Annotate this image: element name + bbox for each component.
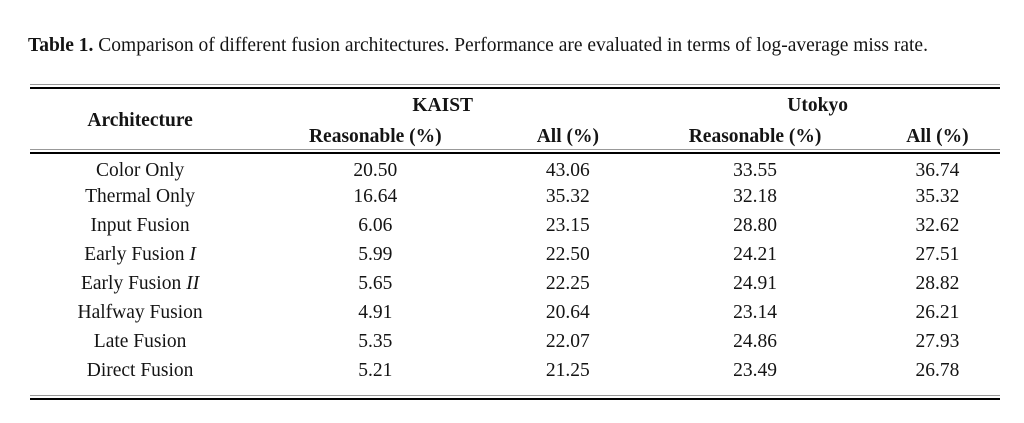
value-cell: 27.51 [915,243,960,265]
value-cell: 16.64 [353,185,398,207]
table-row-color-only: Color Only 20.50 43.06 33.55 36.74 [30,152,1000,182]
header-kaist-reasonable: Reasonable (%) [308,126,442,147]
architecture-label: Color Only [95,160,185,181]
architecture-suffix: I [189,243,196,265]
value-cell: 6.06 [358,214,393,236]
header-sub-row: Reasonable (%) All (%) Reasonable (%) Al… [30,122,1000,152]
header-group-kaist: KAIST [412,95,474,116]
header-kaist-all: All (%) [536,126,599,147]
table-bottom-rule [30,395,1000,400]
value-cell: 5.65 [358,272,393,294]
value-cell: 24.86 [733,330,777,352]
table-header-rule [30,149,1000,154]
value-cell: 28.82 [915,272,960,294]
architecture-cell: Late Fusion [30,327,250,356]
header-utokyo-all: All (%) [906,126,969,147]
table-row-direct-fusion: Direct Fusion 5.21 21.25 23.49 26.78 [30,356,1000,385]
value-cell: 32.62 [915,214,960,236]
architecture-label: Input Fusion [90,214,190,236]
table-row-thermal-only: Thermal Only 16.64 35.32 32.18 35.32 [30,182,1000,211]
value-cell: 33.55 [733,160,777,181]
table-caption-text: Comparison of different fusion architect… [98,34,928,56]
value-cell: 22.50 [545,243,590,265]
value-cell: 24.21 [733,243,777,265]
architecture-label: Thermal Only [85,185,196,207]
table-row-late-fusion: Late Fusion 5.35 22.07 24.86 27.93 [30,327,1000,356]
architecture-suffix: II [186,272,200,294]
header-group-utokyo: Utokyo [787,95,848,116]
architecture-cell: Halfway Fusion [30,298,250,327]
value-cell: 5.99 [358,243,393,265]
architecture-cell: Color Only [30,152,250,182]
architecture-cell: Thermal Only [30,182,250,211]
value-cell: 26.21 [915,301,960,323]
architecture-label: Halfway Fusion [77,301,203,323]
table-row-early-fusion-2: Early Fusion II 5.65 22.25 24.91 28.82 [30,269,1000,298]
table-row-early-fusion-1: Early Fusion I 5.99 22.50 24.21 27.51 [30,240,1000,269]
value-cell: 35.32 [915,185,960,207]
table-row-input-fusion: Input Fusion 6.06 23.15 28.80 32.62 [30,211,1000,240]
value-cell: 28.80 [733,214,777,236]
architecture-label: Early Fusion [80,272,182,294]
table-caption: Table 1. Comparison of different fusion … [28,28,968,63]
architecture-cell: Direct Fusion [30,356,250,385]
value-cell: 36.74 [915,160,960,181]
table-top-rule [30,84,1000,89]
value-cell: 27.93 [915,330,960,352]
value-cell: 23.15 [545,214,590,236]
value-cell: 20.50 [353,160,398,181]
header-group-row: Architecture KAIST Utokyo [30,90,1000,131]
architecture-label: Early Fusion [84,243,185,265]
value-cell: 20.64 [545,301,590,323]
value-cell: 23.49 [733,359,777,381]
architecture-cell: Early Fusion II [30,269,250,298]
architecture-cell: Input Fusion [30,211,250,240]
architecture-label: Direct Fusion [86,359,194,381]
value-cell: 22.25 [545,272,590,294]
comparison-table: Architecture KAIST Utokyo Reasonable (%)… [30,90,1000,385]
header-utokyo-reasonable: Reasonable (%) [688,126,822,147]
value-cell: 5.21 [358,359,393,381]
value-cell: 26.78 [915,359,960,381]
value-cell: 35.32 [545,185,590,207]
value-cell: 32.18 [733,185,777,207]
table-row-halfway-fusion: Halfway Fusion 4.91 20.64 23.14 26.21 [30,298,1000,327]
comparison-table-area: Architecture KAIST Utokyo Reasonable (%)… [30,84,1000,414]
value-cell: 22.07 [545,330,590,352]
value-cell: 23.14 [733,301,777,323]
value-cell: 5.35 [358,330,393,352]
architecture-cell: Early Fusion I [30,240,250,269]
value-cell: 24.91 [733,272,777,294]
header-architecture: Architecture [87,110,193,131]
value-cell: 21.25 [545,359,590,381]
architecture-label: Late Fusion [93,330,187,352]
value-cell: 43.06 [545,160,590,181]
table-caption-label: Table 1. [28,34,94,56]
value-cell: 4.91 [358,301,393,323]
